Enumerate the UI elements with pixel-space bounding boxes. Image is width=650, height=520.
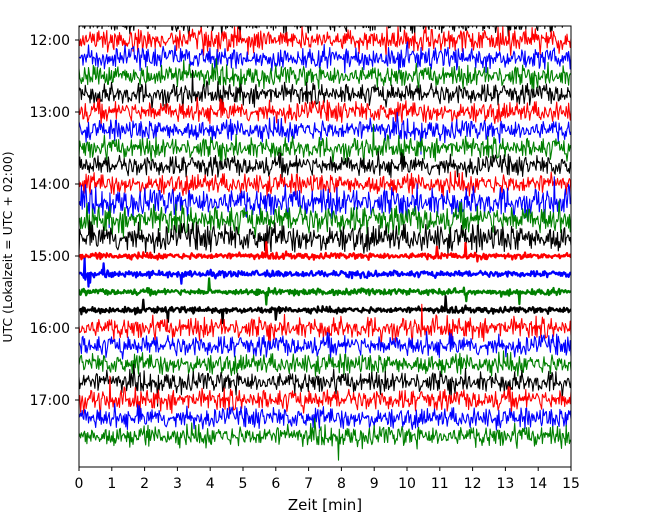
seismogram-trace	[79, 257, 571, 288]
seismogram-trace	[79, 111, 571, 155]
x-tick-label: 10	[398, 476, 416, 492]
x-tick-label: 15	[562, 476, 580, 492]
x-tick-label: 11	[431, 476, 449, 492]
x-tick-label: 3	[173, 476, 182, 492]
seismogram-trace	[79, 170, 571, 197]
y-axis: 12:00 13:00 14:00 15:00 16:00 17:00	[30, 33, 79, 409]
seismogram-trace	[79, 26, 571, 57]
x-tick-label: 14	[529, 476, 547, 492]
seismogram-trace	[79, 241, 571, 263]
seismogram-trace	[79, 277, 571, 306]
x-tick-label: 1	[107, 476, 116, 492]
seismogram-trace	[79, 176, 571, 229]
seismogram-trace	[79, 150, 571, 179]
seismogram-trace	[79, 96, 571, 125]
y-tick-label: 14:00	[30, 177, 70, 193]
x-tick-label: 5	[239, 476, 248, 492]
seismogram-trace	[79, 417, 571, 461]
seismogram-trace	[79, 295, 571, 325]
x-tick-label: 6	[271, 476, 280, 492]
x-axis: 0 1 2 3 4 5 6 7 8 9 10 11 12 13 14 15	[75, 467, 580, 492]
y-tick-label: 16:00	[30, 321, 70, 337]
y-tick-label: 13:00	[30, 105, 70, 121]
seismogram-trace	[79, 57, 571, 101]
x-tick-label: 4	[206, 476, 215, 492]
seismogram-trace	[79, 363, 571, 407]
x-tick-label: 0	[75, 476, 84, 492]
seismogram-trace	[79, 200, 571, 239]
x-tick-label: 2	[140, 476, 149, 492]
y-tick-label: 12:00	[30, 33, 70, 49]
seismogram-trace	[79, 41, 571, 74]
x-tick-label: 7	[304, 476, 313, 492]
seismogram-trace	[79, 69, 571, 111]
seismogram-trace	[79, 303, 571, 345]
seismogram-trace	[79, 402, 571, 431]
seismogram-trace	[79, 350, 571, 377]
seismogram-trace	[79, 375, 571, 417]
y-axis-label: UTC (Lokalzeit = UTC + 02:00)	[0, 151, 15, 342]
x-tick-label: 13	[496, 476, 514, 492]
x-tick-label: 12	[464, 476, 482, 492]
x-tick-label: 9	[370, 476, 379, 492]
x-tick-label: 8	[337, 476, 346, 492]
x-axis-label: Zeit [min]	[288, 496, 362, 514]
y-tick-label: 17:00	[30, 393, 70, 409]
seismogram-trace	[79, 26, 571, 40]
y-tick-label: 15:00	[30, 249, 70, 265]
plot-frame	[78, 25, 572, 468]
seismogram-trace	[79, 123, 571, 165]
trace-group	[79, 26, 571, 461]
seismogram-trace	[79, 330, 571, 360]
seismogram-trace	[79, 219, 571, 255]
